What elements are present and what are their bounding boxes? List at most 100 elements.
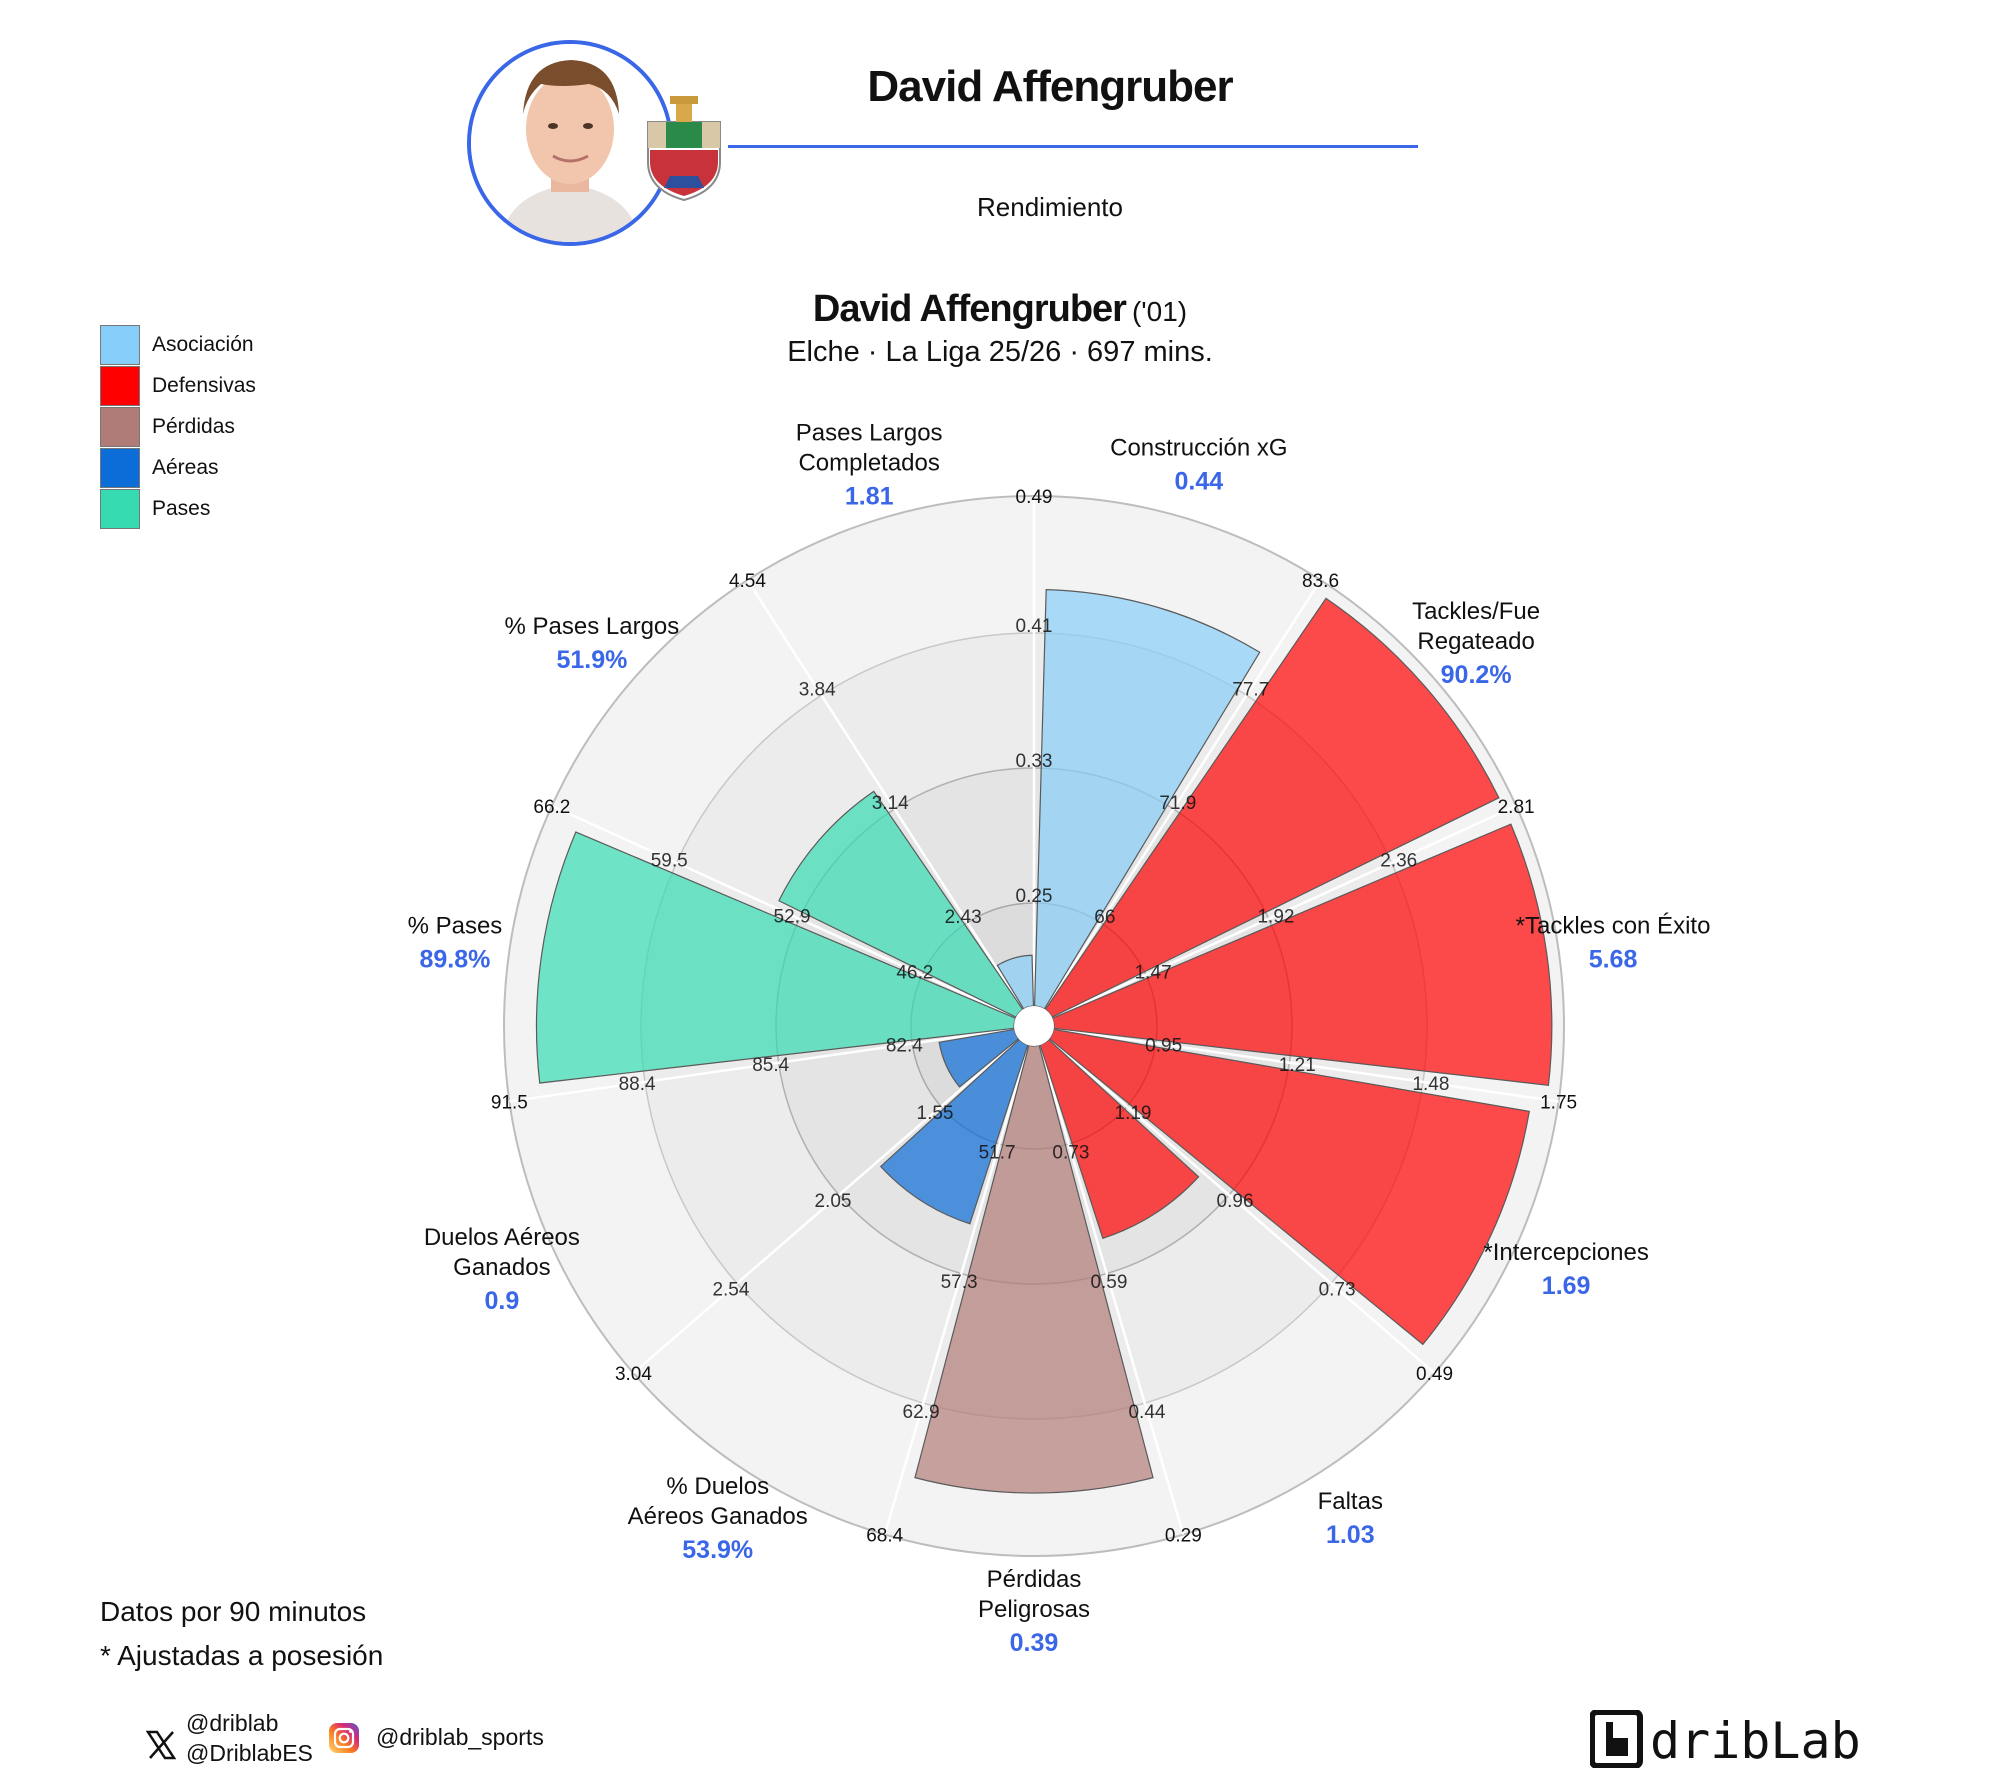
- category-value: 5.68: [1589, 946, 1638, 974]
- legend-swatch: [100, 448, 140, 488]
- tick-label: 2.36: [1380, 850, 1417, 871]
- tick-label: 2.43: [945, 907, 982, 928]
- category-label: *Intercepciones: [1483, 1239, 1648, 1266]
- category-label: Tackles/Fue: [1412, 598, 1540, 625]
- category-value: 90.2%: [1441, 661, 1512, 689]
- category-label: Construcción xG: [1110, 435, 1287, 462]
- brand-text: dribLab: [1650, 1712, 1861, 1768]
- category-value: 0.44: [1174, 468, 1223, 496]
- category-label: Completados: [798, 450, 939, 477]
- legend-label: Pases: [152, 497, 211, 520]
- category-label: % Pases Largos: [505, 613, 680, 640]
- tick-label: 0.73: [1052, 1143, 1089, 1164]
- spoke: [1051, 804, 1517, 1019]
- club-crest-icon: [640, 92, 728, 202]
- legend-item-aereas: Aéreas: [100, 448, 320, 488]
- spoke: [1043, 579, 1322, 1010]
- tick-label: 0.49: [1416, 1364, 1453, 1385]
- chart-title: David Affengruber ('01): [0, 288, 2000, 331]
- player-photo: [467, 40, 673, 246]
- tick-label: 2.81: [1498, 797, 1535, 818]
- tick-label: 1.21: [1279, 1055, 1316, 1076]
- legend-swatch: [100, 407, 140, 447]
- tick-label: 0.25: [1016, 886, 1053, 907]
- category-label: % Duelos: [666, 1473, 769, 1500]
- category-label: % Pases: [408, 913, 503, 940]
- legend-item-defensivas: Defensivas: [100, 366, 320, 406]
- tick-label: 0.96: [1217, 1191, 1254, 1212]
- tick-label: 3.14: [872, 793, 909, 814]
- spoke: [1053, 1027, 1559, 1103]
- category-label: Regateado: [1417, 628, 1534, 655]
- tick-label: 66.2: [533, 797, 570, 818]
- tick-label: 71.9: [1159, 793, 1196, 814]
- tick-label: 0.33: [1016, 751, 1053, 772]
- category-value: 0.39: [1010, 1629, 1059, 1657]
- tick-label: 57.3: [941, 1272, 978, 1293]
- legend-label: Pérdidas: [152, 415, 235, 438]
- bar-6: [914, 1044, 1154, 1494]
- tick-label: 1.19: [1115, 1103, 1152, 1124]
- tick-label: 1.48: [1412, 1074, 1449, 1095]
- x-handle-driblab[interactable]: @driblab: [186, 1710, 279, 1736]
- driblab-logo: dribLab: [1590, 1710, 1861, 1768]
- spoke: [551, 804, 1017, 1019]
- category-label: Duelos Aéreos: [424, 1224, 580, 1251]
- tick-label: 46.2: [896, 963, 933, 984]
- tick-label: 88.4: [619, 1074, 656, 1095]
- tick-label: 85.4: [752, 1055, 789, 1076]
- header-divider: [728, 145, 1418, 148]
- tick-label: 52.9: [774, 906, 811, 927]
- category-value: 1.81: [845, 483, 894, 511]
- instagram-handle[interactable]: @driblab_sports: [376, 1724, 544, 1750]
- tick-label: 1.92: [1257, 906, 1294, 927]
- tick-label: 3.04: [615, 1364, 652, 1385]
- note-possession: * Ajustadas a posesión: [100, 1640, 384, 1671]
- legend-swatch: [100, 325, 140, 365]
- category-value: 89.8%: [420, 946, 491, 974]
- legend-swatch: [100, 489, 140, 529]
- legend-label: Aéreas: [152, 456, 219, 479]
- tick-label: 0.59: [1090, 1272, 1127, 1293]
- player-name-header: David Affengruber: [867, 62, 1233, 111]
- chart-title-year: ('01): [1131, 296, 1188, 327]
- spoke: [1038, 1044, 1185, 1535]
- chart-title-name: David Affengruber: [812, 288, 1127, 330]
- tick-label: 68.4: [866, 1526, 903, 1547]
- legend-label: Asociación: [152, 333, 254, 356]
- tick-label: 91.5: [491, 1092, 528, 1113]
- spoke: [746, 579, 1025, 1010]
- tick-label: 2.05: [814, 1191, 851, 1212]
- header-subtitle: Rendimiento: [977, 192, 1123, 222]
- bar-9: [535, 831, 1017, 1084]
- category-label: *Tackles con Éxito: [1516, 913, 1711, 940]
- category-label: Peligrosas: [978, 1596, 1090, 1623]
- tick-label: 1.55: [917, 1103, 954, 1124]
- legend-item-pases: Pases: [100, 489, 320, 529]
- footnotes: Datos por 90 minutos * Ajustadas a poses…: [100, 1590, 383, 1678]
- x-handle-driblab-es[interactable]: @DriblabES: [186, 1740, 313, 1766]
- legend-item-perdidas: Pérdidas: [100, 407, 320, 447]
- tick-label: 82.4: [886, 1036, 923, 1057]
- tick-label: 0.49: [1016, 487, 1053, 508]
- tick-label: 0.41: [1016, 616, 1053, 637]
- tick-label: 4.54: [729, 571, 766, 592]
- tick-label: 3.84: [799, 680, 836, 701]
- tick-label: 0.44: [1128, 1402, 1165, 1423]
- category-value: 1.03: [1326, 1521, 1375, 1549]
- chart-center: [1014, 1006, 1054, 1046]
- category-value: 53.9%: [682, 1536, 753, 1564]
- tick-label: 0.29: [1165, 1526, 1202, 1547]
- tick-label: 0.73: [1319, 1280, 1356, 1301]
- x-logo-icon: [146, 1730, 176, 1760]
- tick-label: 2.54: [712, 1280, 749, 1301]
- instagram-icon: [329, 1723, 359, 1753]
- category-value: 1.69: [1542, 1272, 1591, 1300]
- tick-label: 1.47: [1135, 963, 1172, 984]
- category-label: Faltas: [1318, 1488, 1383, 1515]
- chart-subtitle: Elche · La Liga 25/26 · 697 mins.: [787, 336, 1213, 368]
- legend-label: Defensivas: [152, 374, 256, 397]
- category-label: Pérdidas: [987, 1566, 1082, 1593]
- legend-item-asociacion: Asociación: [100, 325, 320, 365]
